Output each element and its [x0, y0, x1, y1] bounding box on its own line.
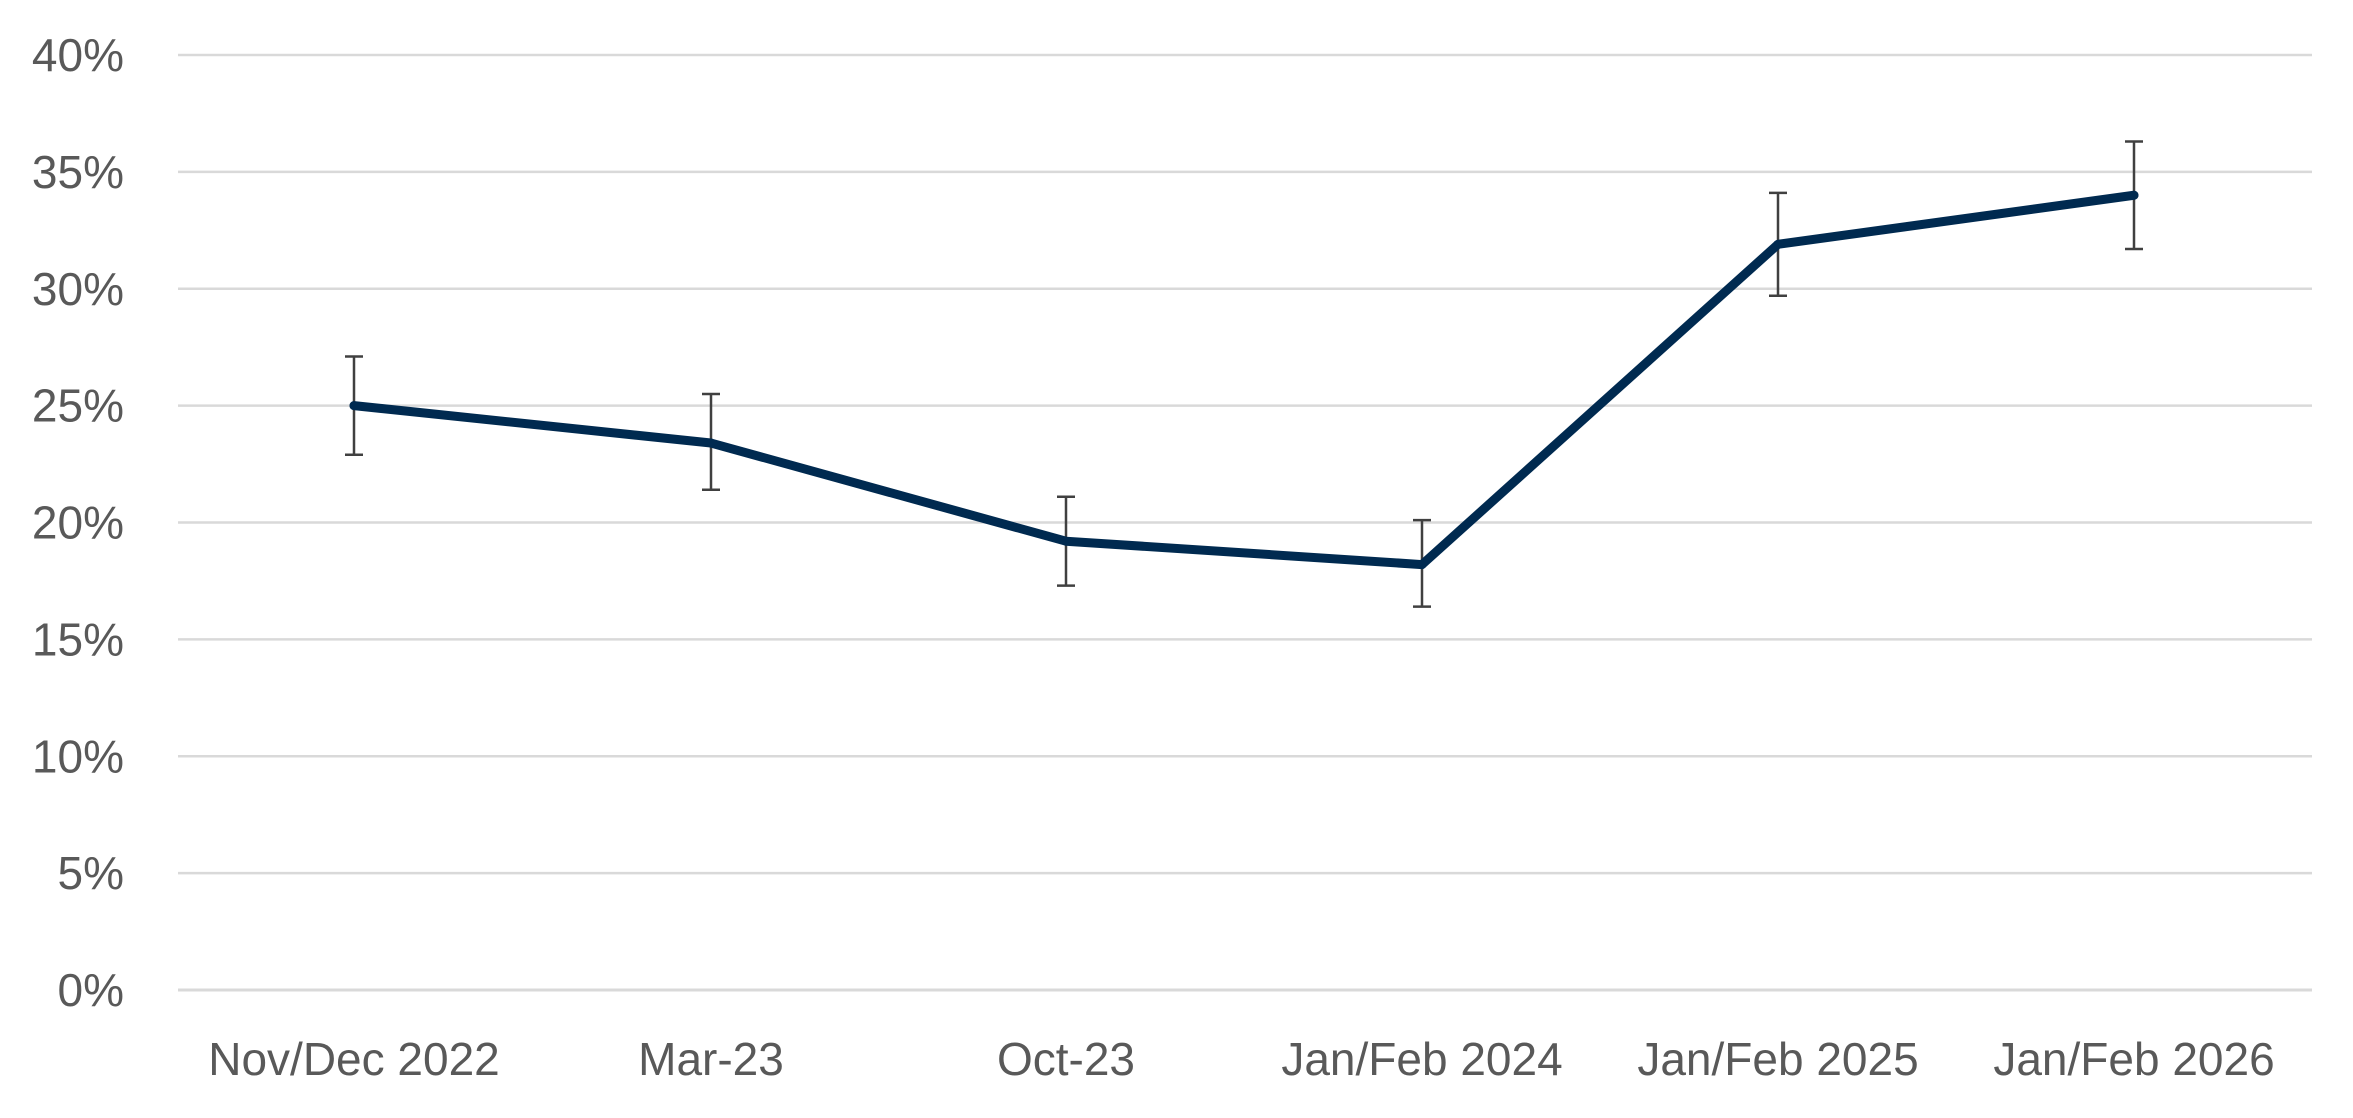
data-point	[706, 438, 716, 448]
x-tick-label: Nov/Dec 2022	[208, 1033, 500, 1085]
error-bars	[345, 140, 2143, 608]
data-point	[2129, 190, 2139, 200]
data-point	[1417, 560, 1427, 570]
y-tick-label: 15%	[32, 613, 124, 665]
x-tick-label: Jan/Feb 2024	[1281, 1033, 1562, 1085]
data-point	[349, 401, 359, 411]
y-tick-label: 25%	[32, 380, 124, 432]
x-tick-label: Mar-23	[638, 1033, 784, 1085]
x-tick-label: Jan/Feb 2025	[1637, 1033, 1918, 1085]
y-tick-label: 0%	[58, 964, 124, 1016]
y-tick-label: 30%	[32, 263, 124, 315]
y-axis-tick-labels: 0% 5% 10% 15% 20% 25% 30% 35% 40%	[32, 29, 124, 1016]
y-tick-label: 10%	[32, 730, 124, 782]
data-point	[1773, 239, 1783, 249]
y-tick-label: 20%	[32, 497, 124, 549]
series-line	[349, 190, 2139, 570]
y-tick-label: 5%	[58, 847, 124, 899]
y-tick-label: 40%	[32, 29, 124, 81]
gridlines	[178, 53, 2312, 992]
data-point	[1061, 536, 1071, 546]
series-lines	[349, 190, 2139, 570]
x-axis-tick-labels: Nov/Dec 2022 Mar-23 Oct-23 Jan/Feb 2024 Jan/…	[208, 1033, 2274, 1085]
x-tick-label: Jan/Feb 2026	[1993, 1033, 2274, 1085]
x-tick-label: Oct-23	[997, 1033, 1135, 1085]
y-tick-label: 35%	[32, 146, 124, 198]
